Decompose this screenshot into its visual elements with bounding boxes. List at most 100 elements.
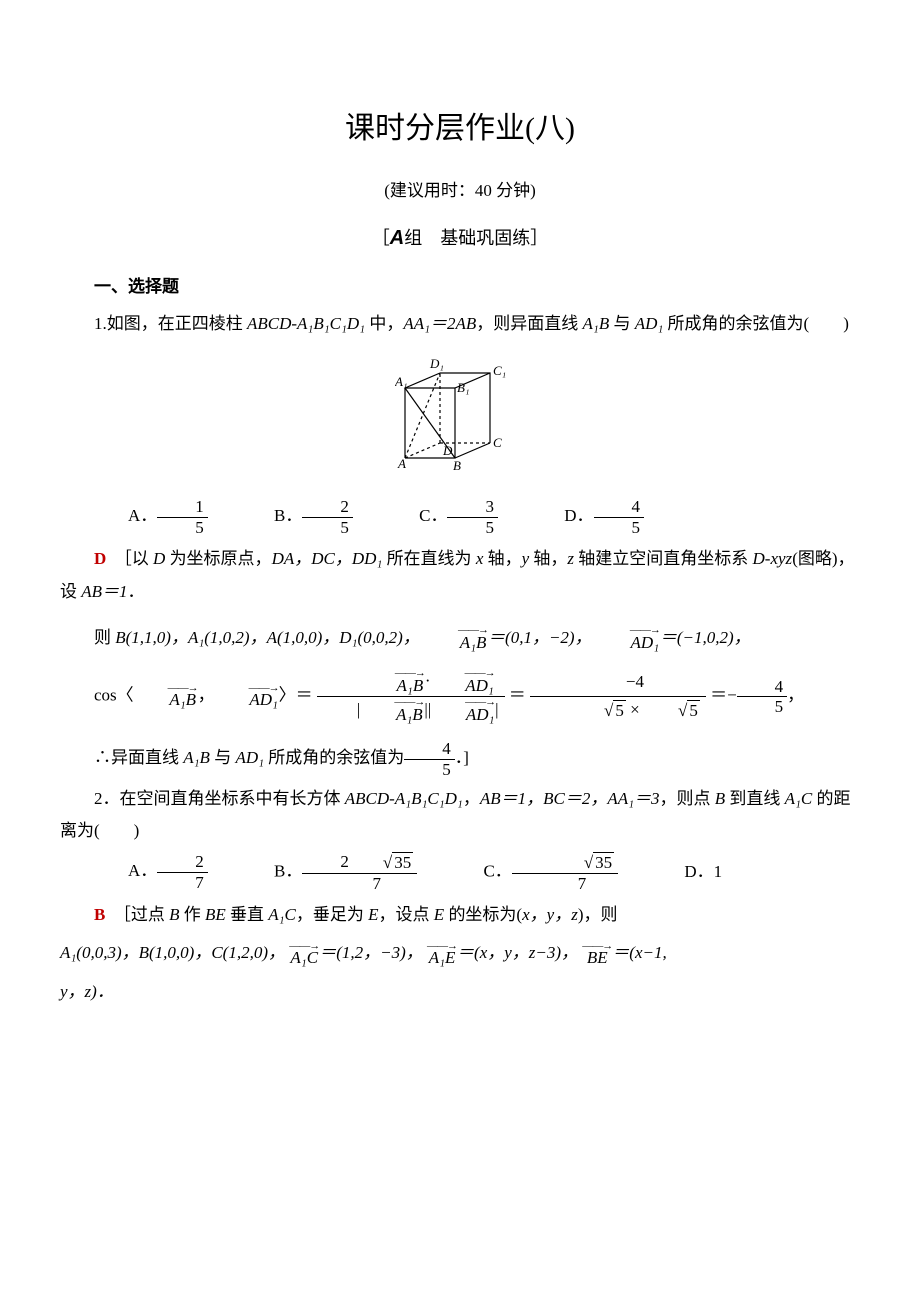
q2-b-den: 7: [302, 874, 417, 894]
q1-stem-prefix: 1.如图，在正四棱柱: [94, 314, 247, 333]
q2-sol1-mid5: 的坐标为(: [444, 905, 522, 924]
q1-opt-c: C．35: [385, 497, 498, 537]
q1-mid3: 与: [609, 314, 635, 333]
q1-sol1-end: ．: [128, 582, 145, 601]
q2-sol1-B: B: [169, 905, 179, 924]
section-1-header: 一、选择题: [60, 271, 860, 303]
q1-sol4-ad1: AD₁: [235, 748, 264, 767]
q1-sol1-D: D: [153, 549, 165, 568]
q2-cond: AB＝1，BC＝2，AA₁＝3: [480, 789, 660, 808]
q1-opt-a: A．15: [94, 497, 208, 537]
q1-sol4-end: ．]: [455, 748, 469, 767]
q2-sol1-E: E: [368, 905, 378, 924]
vector-AD1: ——→AD₁: [596, 627, 660, 651]
q1-sol-line2: 则 B(1,1,0)，A₁(1,0,2)，A(1,0,0)，D₁(0,0,2)，…: [60, 622, 860, 654]
q2-optA-label: A．: [128, 861, 157, 880]
q1-sol4-prefix: ∴异面直线: [94, 748, 183, 767]
q1-sol1-mid5: 轴建立空间直角坐标系: [574, 549, 753, 568]
q2-sol1-E2: E: [434, 905, 444, 924]
q2-sol2-v3val: ＝(x−1,: [612, 943, 666, 962]
q2-a1c: A₁C: [785, 789, 813, 808]
q1-a-den: 5: [157, 518, 208, 538]
q1-line1: A₁B: [583, 314, 610, 333]
q1-sol3-fnum: 4: [737, 677, 788, 698]
q1-sol3-fden: 5: [737, 697, 788, 717]
vector-AD1-2: ——→AD₁: [215, 685, 279, 709]
q1-b-den: 5: [302, 518, 353, 538]
f1-a1b: A₁B: [361, 677, 425, 694]
q1-sol3-frac2: −4 5 × 5: [530, 669, 706, 723]
q2-sol1-xyz: x，y，z: [522, 905, 578, 924]
vector-A1E: ——→A₁E: [427, 943, 457, 967]
q1-sol2-v1val: ＝(0,1，−2)，: [488, 628, 592, 647]
q1-optD-label: D．: [564, 506, 593, 525]
q1-sol1-ab: AB＝1: [81, 582, 127, 601]
q1-sol4-fden: 5: [404, 760, 455, 780]
q1-sol1-sys: D-xyz: [753, 549, 793, 568]
fig-label-A: A: [397, 456, 406, 471]
q2-opt-d: D．1: [650, 856, 722, 888]
q1-sol3-eq1: ＝: [509, 685, 526, 704]
q1-sol3-rangle: 〉＝: [279, 685, 313, 704]
fig-label-A1: A₁: [395, 374, 407, 389]
bracket-close: ］: [530, 228, 548, 248]
vec-a1b-label: A₁B: [424, 634, 488, 651]
q2-sol1-mid2: 垂直: [226, 905, 269, 924]
vector-A1B-2: ——→A₁B: [134, 685, 198, 709]
q1-sol3-comma: ，: [198, 685, 215, 704]
q2-sol2-v1val: ＝(1,2，−3)，: [319, 943, 423, 962]
q1-sol3-cos: cos〈: [94, 685, 134, 704]
q1-sol4-a1b: A₁B: [183, 748, 210, 767]
f2-sqrt5a: 5: [613, 700, 626, 720]
q2-sol-line2: A₁(0,0,3)，B(1,0,0)，C(1,2,0)， ——→A₁C＝(1,2…: [60, 937, 860, 969]
q1-sol3-frac1: ——→A₁B·——→AD₁ |——→A₁B||——→AD₁|: [317, 668, 505, 725]
q1-sol2-prefix: 则: [94, 628, 115, 647]
q1-sol2-pts: B(1,1,0)，A₁(1,0,2)，A(1,0,0)，D₁(0,0,2)，: [115, 628, 420, 647]
q1-sol2-v2val: ＝(−1,0,2)，: [660, 628, 751, 647]
q2-solid: ABCD-A₁B₁C₁D₁: [345, 789, 463, 808]
fig-label-C: C: [493, 435, 502, 450]
q2-sol1-mid1: 作: [179, 905, 205, 924]
q2-opt-a: A．27: [94, 852, 208, 892]
vec-ad1-2: AD₁: [215, 691, 279, 708]
q2-sol1-prefix: ［过点: [122, 905, 169, 924]
vec-ad1-label: AD₁: [596, 634, 660, 651]
f2-num: −4: [530, 669, 706, 696]
q1-stem: 1.如图，在正四棱柱 ABCD-A₁B₁C₁D₁ 中，AA₁＝2AB，则异面直线…: [60, 308, 860, 340]
q1-sol-line1: D ［以 D 为坐标原点，DA，DC，DD₁ 所在直线为 x 轴，y 轴，z 轴…: [60, 543, 860, 608]
fig-label-B1: B₁: [457, 380, 469, 395]
q1-opt-b: B．25: [240, 497, 353, 537]
q2-sol1-mid3: ，垂足为: [296, 905, 368, 924]
q1-sol4-fnum: 4: [404, 739, 455, 760]
fig-label-C1: C₁: [493, 363, 506, 378]
q1-d-den: 5: [594, 518, 645, 538]
bracket-open: ［: [372, 228, 390, 248]
q1-sol1-mid3: 轴，: [483, 549, 521, 568]
vec-a1e: A₁E: [427, 949, 457, 966]
vec-be: BE: [582, 949, 612, 966]
q1-optA-label: A．: [128, 506, 157, 525]
page-title: 课时分层作业(八): [60, 100, 860, 157]
q2-opt-b: B．2357: [240, 852, 417, 893]
q2-sol1-BE: BE: [205, 905, 226, 924]
time-suggestion: (建议用时：40 分钟): [60, 175, 860, 207]
q1-solid: ABCD-A₁B₁C₁D₁: [247, 314, 365, 333]
q2-mid3: 到直线: [725, 789, 785, 808]
q1-mid1: 中，: [365, 314, 403, 333]
q1-sol1-prefix: ［以: [123, 549, 153, 568]
q1-sol3-eq2: ＝: [710, 685, 727, 704]
q2-answer: B: [94, 905, 105, 924]
q1-mid2: ，则异面直线: [476, 314, 582, 333]
q2-sol1-mid4: ，设点: [379, 905, 434, 924]
q1-sol1-axes: DA，DC，DD₁: [272, 549, 383, 568]
q2-a-den: 7: [157, 873, 208, 893]
q2-sol-line3: y，z)．: [60, 976, 860, 1008]
group-word: 组: [404, 228, 422, 248]
group-a-label: A: [390, 227, 404, 249]
f2-times: ×: [626, 700, 644, 719]
q2-optB-label: B．: [274, 861, 302, 880]
q1-sol4-mid2: 所成角的余弦值为: [264, 748, 404, 767]
q1-sol1-mid2: 所在直线为: [382, 549, 476, 568]
vector-BE: ——→BE: [582, 943, 612, 967]
q2-sol3: y，z)．: [60, 982, 114, 1001]
